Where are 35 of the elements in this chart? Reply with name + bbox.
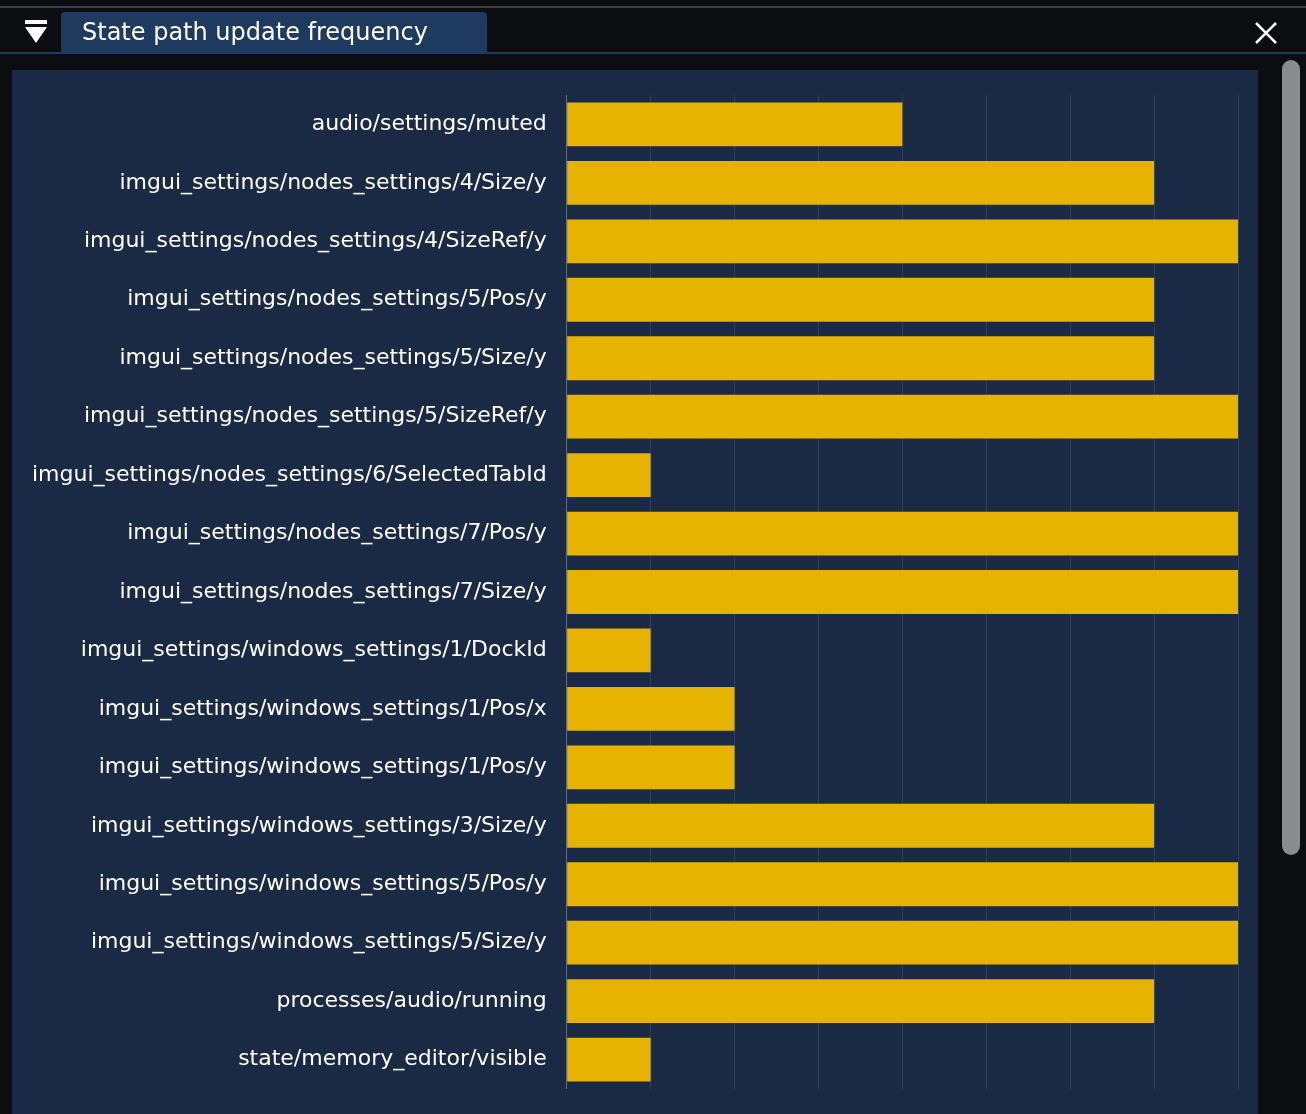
bar (567, 394, 1238, 439)
bar (567, 277, 1155, 322)
bar (567, 628, 651, 673)
y-tick-label: imgui_settings/nodes_settings/5/SizeRef/y (83, 402, 547, 429)
y-tick-label: state/memory_editor/visible (238, 1045, 547, 1072)
bar (567, 219, 1238, 264)
y-tick-label: imgui_settings/nodes_settings/4/SizeRef/y (83, 227, 547, 254)
y-tick-label: imgui_settings/nodes_settings/6/SelectedTabId (31, 460, 547, 487)
y-tick-label: audio/settings/muted (311, 110, 547, 136)
y-tick-label: imgui_settings/windows_settings/1/Pos/x (98, 694, 547, 721)
bar (567, 862, 1238, 907)
bar (567, 920, 1238, 965)
y-tick-label: imgui_settings/windows_settings/3/Size/y (90, 811, 547, 838)
y-tick-label: imgui_settings/nodes_settings/7/Pos/y (127, 519, 547, 546)
bar (567, 686, 735, 731)
bar (567, 336, 1155, 381)
bar (567, 979, 1155, 1024)
bar (567, 511, 1238, 556)
bar (567, 102, 903, 147)
y-tick-label: imgui_settings/nodes_settings/7/Size/y (119, 577, 547, 604)
bar (567, 570, 1238, 614)
bar (567, 745, 735, 790)
y-tick-label: processes/audio/running (276, 986, 547, 1012)
y-tick-label: imgui_settings/nodes_settings/5/Size/y (119, 343, 547, 370)
y-tick-label: imgui_settings/nodes_settings/4/Size/y (119, 168, 547, 195)
y-tick-label: imgui_settings/windows_settings/1/Pos/y (98, 753, 547, 780)
y-tick-label: imgui_settings/windows_settings/5/Size/y (90, 928, 547, 955)
y-tick-label: imgui_settings/nodes_settings/5/Pos/y (127, 285, 547, 312)
y-tick-label: imgui_settings/windows_settings/1/DockId (80, 636, 547, 663)
text: State path update frequency (61, 12, 487, 52)
bar (567, 803, 1155, 848)
bar (567, 453, 651, 498)
y-tick-label: imgui_settings/windows_settings/5/Pos/y (98, 869, 547, 896)
bar (567, 160, 1155, 205)
bar (567, 1037, 651, 1082)
